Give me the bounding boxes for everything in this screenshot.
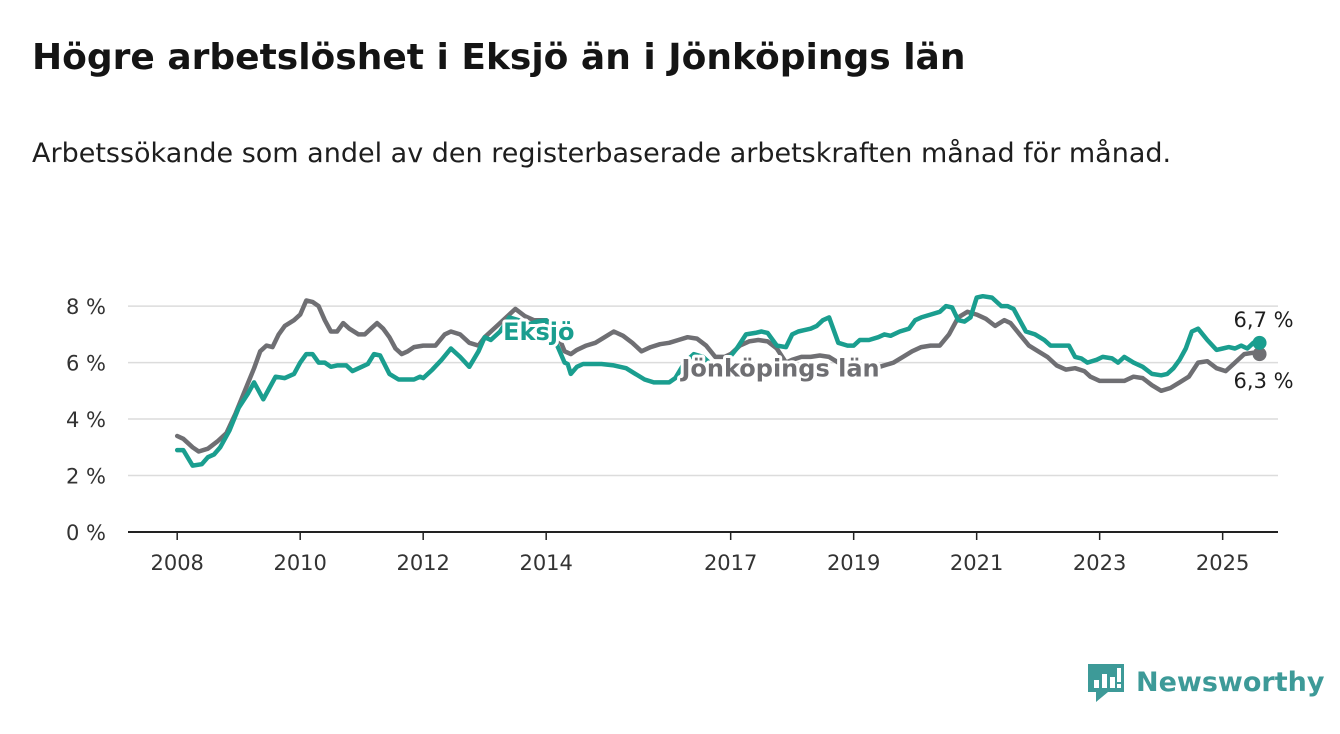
- series-end-label-0: 6,7 %: [1234, 308, 1294, 332]
- series-end-label-1: 6,3 %: [1234, 369, 1294, 393]
- y-tick-label-0: 0 %: [66, 521, 106, 545]
- x-tick-label-5: 2019: [827, 551, 880, 575]
- brand-logo: Newsworthy: [1088, 660, 1324, 704]
- chart-title: Högre arbetslöshet i Eksjö än i Jönköpin…: [32, 37, 966, 78]
- x-tick-label-8: 2025: [1196, 551, 1249, 575]
- x-tick-label-3: 2014: [519, 551, 572, 575]
- x-tick-label-4: 2017: [704, 551, 757, 575]
- x-axis: 2008 2010 2012 2014 2017 2019 2021 2023 2025: [128, 531, 1278, 575]
- x-tick-label-7: 2023: [1073, 551, 1126, 575]
- series-lines: [174, 293, 1267, 468]
- y-tick-label-1: 2 %: [66, 465, 106, 489]
- newsworthy-logo-icon: [1088, 664, 1124, 702]
- x-tick-label-2: 2012: [396, 551, 449, 575]
- y-tick-label-3: 6 %: [66, 352, 106, 376]
- series-line-0: [174, 293, 1262, 468]
- brand-name: Newsworthy: [1136, 666, 1325, 698]
- series-endpoint-1: [1252, 347, 1267, 362]
- series-label-0: Eksjö: [503, 318, 574, 346]
- y-axis-labels: 0 % 2 % 4 % 6 % 8 %: [66, 295, 106, 545]
- series-labels: Eksjö 6,7 % Jönköpings län 6,3 %: [500, 305, 1296, 395]
- x-tick-label-0: 2008: [150, 551, 203, 575]
- series-endpoint-0: [1252, 335, 1267, 350]
- series-label-1: Jönköpings län: [679, 355, 879, 383]
- chart-subtitle: Arbetssökande som andel av den registerb…: [32, 138, 1172, 169]
- series-line-1: [174, 298, 1262, 454]
- y-tick-label-4: 8 %: [66, 295, 106, 319]
- x-tick-label-6: 2021: [950, 551, 1003, 575]
- x-tick-label-1: 2010: [273, 551, 326, 575]
- grid-lines: [128, 305, 1278, 477]
- y-tick-label-2: 4 %: [66, 408, 106, 432]
